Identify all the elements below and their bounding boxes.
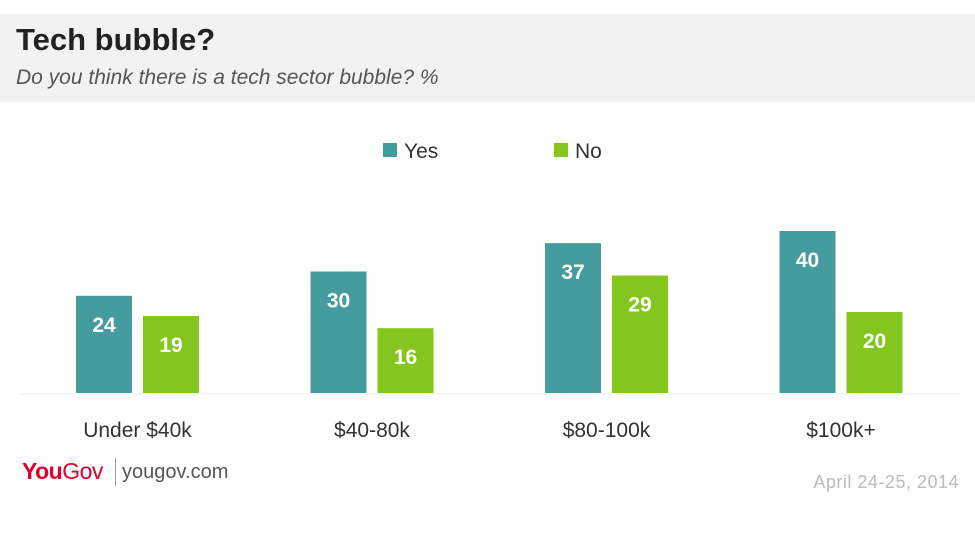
- bar-no-1: [377, 328, 434, 393]
- legend-label-no: No: [575, 140, 602, 163]
- chart-title: Tech bubble?: [16, 22, 216, 57]
- site-link[interactable]: yougov.com: [122, 461, 229, 483]
- data-label-yes-1: 30: [327, 290, 350, 313]
- bar-no-2: [612, 275, 668, 393]
- bar-yes-1: [310, 271, 367, 393]
- bar-yes-2: [545, 243, 601, 393]
- footer-divider: [115, 458, 116, 486]
- bar-yes-0: [76, 295, 132, 393]
- data-label-no-3: 20: [863, 330, 886, 353]
- legend-swatch-no: [554, 143, 568, 157]
- data-label-yes-0: 24: [92, 314, 116, 337]
- bar-yes-3: [779, 231, 836, 393]
- logo-gov: Gov: [62, 458, 103, 484]
- x-tick-label-3: $100k+: [806, 419, 875, 442]
- bar-no-0: [143, 316, 199, 393]
- x-tick-label-0: Under $40k: [83, 419, 192, 442]
- data-label-no-0: 19: [159, 334, 182, 357]
- x-tick-label-1: $40-80k: [334, 419, 410, 442]
- date-label: April 24-25, 2014: [813, 472, 959, 492]
- header-band: [0, 14, 975, 102]
- bar-no-3: [846, 312, 903, 393]
- data-label-no-1: 16: [394, 346, 417, 369]
- data-label-yes-3: 40: [796, 249, 819, 272]
- logo-you: You: [22, 458, 63, 484]
- legend-swatch-yes: [383, 143, 397, 157]
- x-tick-label-2: $80-100k: [563, 419, 651, 442]
- chart-subtitle: Do you think there is a tech sector bubb…: [16, 66, 439, 89]
- data-label-yes-2: 37: [561, 261, 584, 284]
- data-label-no-2: 29: [628, 294, 651, 317]
- yougov-logo: YouGov: [22, 458, 103, 485]
- legend-label-yes: Yes: [404, 140, 438, 163]
